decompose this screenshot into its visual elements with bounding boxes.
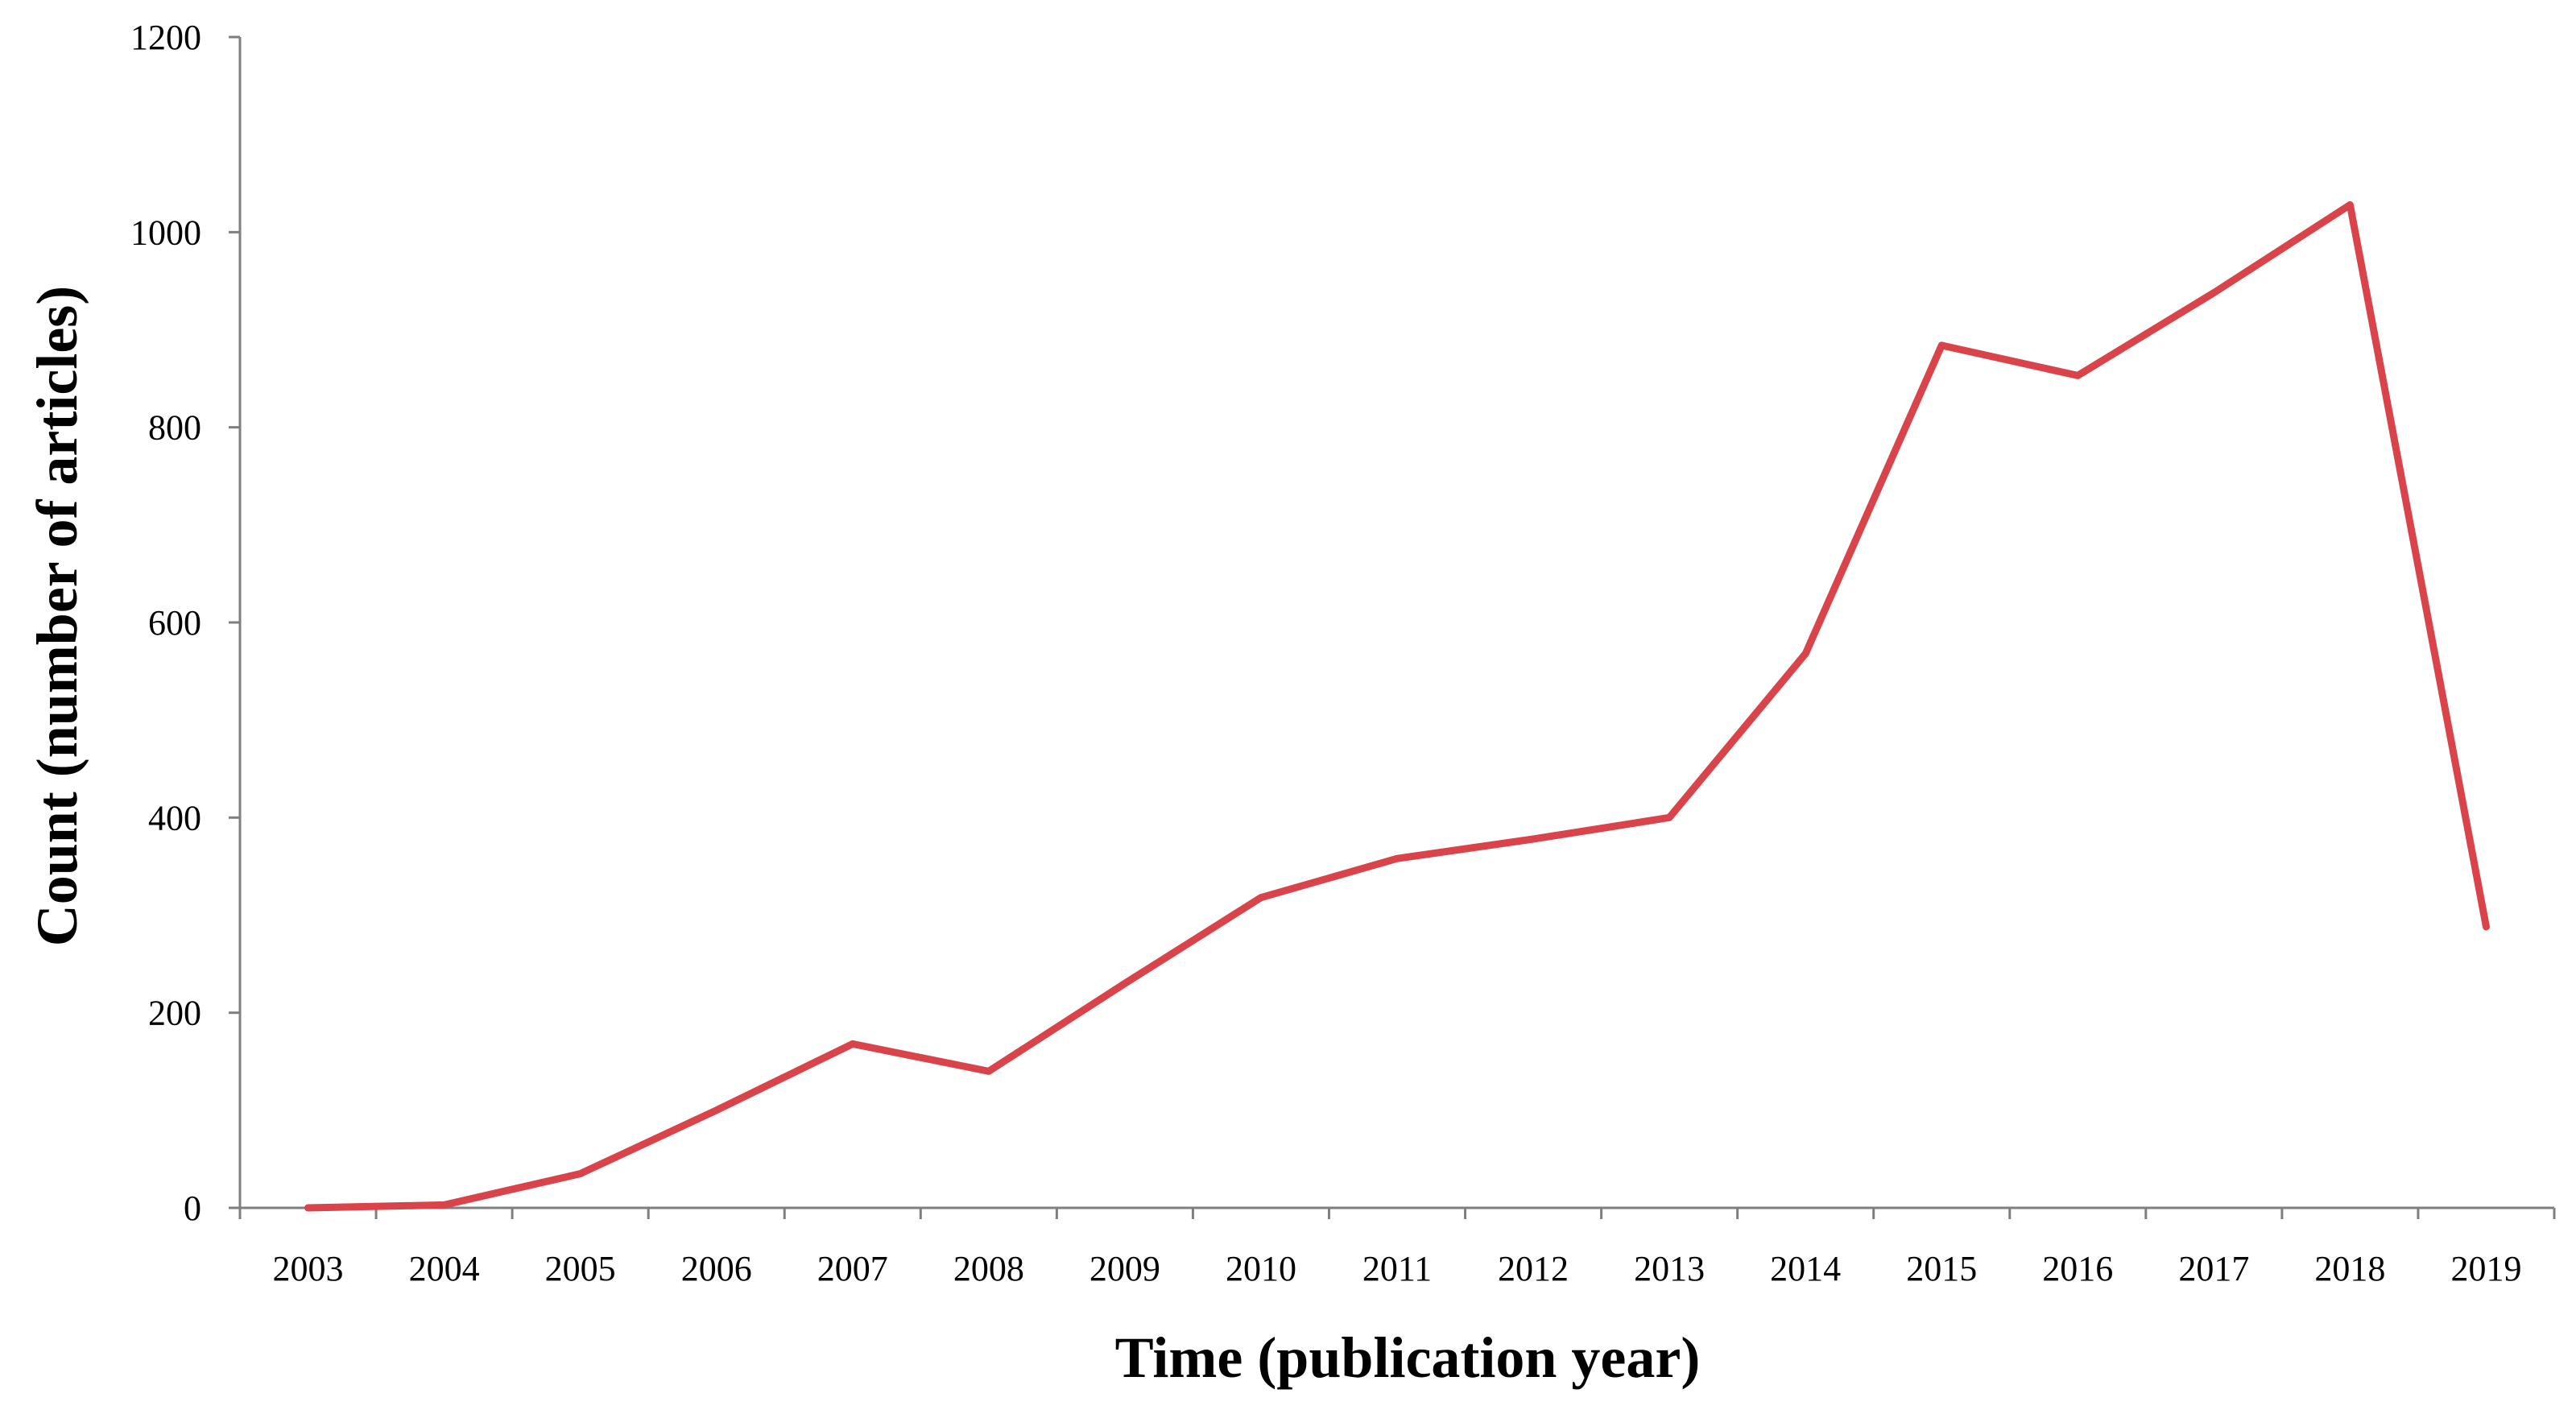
x-tick-label: 2019 xyxy=(2450,1249,2521,1288)
y-tick-label: 800 xyxy=(148,408,201,448)
y-tick-label: 200 xyxy=(148,994,201,1033)
y-axis: 0 200 400 600 800 1000 1200 xyxy=(130,18,242,1228)
series-line xyxy=(304,201,2490,1212)
x-tick-label: 2013 xyxy=(1634,1249,1705,1288)
x-tick-label: 2010 xyxy=(1226,1249,1296,1288)
x-axis: 2003 2004 2005 2006 2007 2008 2009 2010 2011 2012… xyxy=(238,1206,2556,1288)
x-tick-label: 2016 xyxy=(2042,1249,2113,1288)
x-tick-label: 2006 xyxy=(681,1249,752,1288)
x-tick-label: 2003 xyxy=(273,1249,344,1288)
series-group xyxy=(304,201,2490,1212)
x-tick-label: 2011 xyxy=(1362,1249,1432,1288)
y-tick-label: 600 xyxy=(148,603,201,643)
x-tick-label: 2012 xyxy=(1498,1249,1569,1288)
y-tick-label: 1200 xyxy=(130,18,201,57)
x-tick-label: 2004 xyxy=(409,1249,480,1288)
x-tick-label: 2008 xyxy=(953,1249,1024,1288)
x-tick-label: 2005 xyxy=(545,1249,616,1288)
x-tick-label: 2017 xyxy=(2178,1249,2249,1288)
x-tick-label: 2018 xyxy=(2314,1249,2385,1288)
x-axis-title: Time (publication year) xyxy=(1115,1325,1701,1390)
y-axis-title: Count (number of articles) xyxy=(25,286,89,947)
x-tick-label: 2009 xyxy=(1090,1249,1160,1288)
x-tick-label: 2014 xyxy=(1770,1249,1841,1288)
x-tick-label: 2007 xyxy=(817,1249,888,1288)
y-tick-label: 1000 xyxy=(130,213,201,252)
y-tick-label: 0 xyxy=(184,1189,201,1228)
x-tick-label: 2015 xyxy=(1906,1249,1977,1288)
y-tick-label: 400 xyxy=(148,798,201,837)
